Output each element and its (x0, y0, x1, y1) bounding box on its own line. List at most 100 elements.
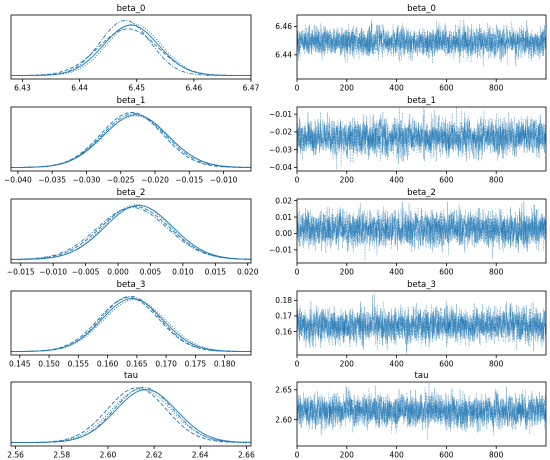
x-tick-label: −0.035 (38, 176, 66, 185)
x-tick-label: 0.020 (237, 268, 259, 277)
beta-0-trace-panel: beta_0 6.44 6.46 0 200 400 600 800 (275, 4, 547, 93)
x-tick-label: 0.180 (214, 360, 236, 369)
density-curve-dashed (11, 387, 251, 443)
x-tick-label: 200 (340, 84, 355, 93)
axes-frame (296, 381, 547, 447)
density-curve-dashdot (11, 387, 251, 443)
y-tick-label: −0.01 (269, 246, 292, 255)
y-tick-label: 0.00 (275, 229, 292, 238)
x-tick-label: −0.040 (4, 176, 32, 185)
x-tick-label: 2.56 (7, 451, 24, 460)
axes-frame (10, 198, 252, 264)
x-tick-label: 400 (389, 451, 404, 460)
axes-frame (10, 14, 252, 80)
x-tick-label: 6.46 (186, 84, 203, 93)
beta-1-posterior-panel: beta_1 −0.040 −0.035 −0.030 −0.025 −0.020 −0.0… (4, 96, 252, 185)
axes-frame (10, 290, 252, 356)
y-tick-label: −0.01 (269, 110, 292, 119)
y-tick-label: 0.18 (275, 296, 292, 305)
panel-title: beta_0 (407, 4, 436, 14)
x-tick-label: 600 (439, 451, 454, 460)
x-tick-label: 400 (389, 84, 404, 93)
density-curve-solid (11, 205, 251, 260)
chain-trace-3 (297, 19, 546, 66)
x-tick-label: −0.005 (72, 268, 100, 277)
x-tick-label: 400 (389, 176, 404, 185)
y-tick-label: 0.16 (275, 327, 292, 336)
x-tick-label: 0 (295, 451, 300, 460)
x-tick-label: 0 (295, 268, 300, 277)
density-curve-dashdot (11, 113, 251, 168)
tau-posterior-panel: tau 2.56 2.58 2.60 2.62 2.64 2.66 (7, 371, 255, 460)
axes-frame (296, 198, 547, 264)
density-curve-dotted (11, 299, 251, 352)
density-curve-dashdot (11, 296, 251, 352)
x-tick-label: 0.165 (126, 360, 148, 369)
panel-title: beta_2 (407, 188, 436, 198)
x-tick-label: 0.150 (38, 360, 60, 369)
x-tick-label: 200 (340, 451, 355, 460)
density-curve-dashed (11, 206, 251, 260)
panel-title: beta_0 (117, 4, 146, 14)
beta-2-posterior-panel: beta_2 −0.015 −0.010 −0.005 0.000 0.005 0.010 0… (7, 188, 259, 277)
y-tick-label: 2.65 (275, 385, 292, 394)
density-curve-dashed (11, 112, 251, 168)
x-tick-label: 6.43 (14, 84, 31, 93)
y-tick-label: 0.01 (275, 213, 292, 222)
panel-title: beta_2 (117, 188, 146, 198)
axes-frame (296, 290, 547, 356)
x-tick-label: 0.015 (205, 268, 227, 277)
x-tick-label: −0.030 (73, 176, 101, 185)
x-tick-label: 0 (295, 84, 300, 93)
chain-trace-2 (297, 107, 546, 170)
x-tick-label: −0.015 (175, 176, 203, 185)
density-curve-solid (11, 24, 251, 76)
beta-1-trace-panel: beta_1 −0.01 −0.02 −0.03 −0.040 200 400 600 800 (269, 96, 547, 185)
density-curve-solid (11, 298, 251, 352)
axes-frame (10, 381, 252, 447)
x-tick-label: 0.175 (185, 360, 207, 369)
x-tick-label: 600 (439, 84, 454, 93)
y-tick-label: 6.44 (275, 51, 292, 60)
density-curve-dotted (11, 23, 251, 76)
panel-title: tau (415, 371, 429, 381)
x-tick-label: 6.44 (71, 84, 88, 93)
y-tick-label: −0.04 (269, 163, 292, 172)
panel-title: tau (124, 371, 138, 381)
axes-frame (296, 14, 547, 80)
density-curve-dotted (11, 204, 251, 260)
axes-frame (10, 106, 252, 172)
beta-3-posterior-panel: beta_3 0.145 0.150 0.155 0.160 0.165 0.170 0.17… (9, 280, 252, 369)
x-tick-label: 800 (489, 176, 504, 185)
x-tick-label: 2.60 (100, 451, 117, 460)
x-tick-label: 0.170 (155, 360, 177, 369)
x-tick-label: 0 (295, 176, 300, 185)
x-tick-label: 600 (439, 268, 454, 277)
panel-title: beta_3 (117, 280, 146, 290)
y-tick-label: −0.02 (269, 128, 292, 137)
panel-title: beta_3 (407, 280, 436, 290)
density-curve-dashed (11, 28, 251, 76)
density-curve-solid (11, 114, 251, 168)
x-tick-label: 400 (389, 268, 404, 277)
x-tick-label: 2.66 (238, 451, 255, 460)
beta-2-trace-panel: beta_2 0.02 0.01 0.00 −0.01 0 200 400 600 800 (269, 188, 547, 277)
x-tick-label: 0.010 (172, 268, 194, 277)
x-tick-label: 200 (340, 268, 355, 277)
y-tick-label: 2.60 (275, 415, 292, 424)
x-tick-label: 0 (295, 360, 300, 369)
chain-trace-4 (297, 107, 546, 167)
x-tick-label: −0.015 (7, 268, 35, 277)
x-tick-label: −0.020 (141, 176, 169, 185)
x-tick-label: −0.010 (39, 268, 67, 277)
x-tick-label: 6.45 (128, 84, 145, 93)
beta-3-trace-panel: beta_3 0.18 0.17 0.16 0 200 400 600 800 (275, 280, 547, 369)
density-curve-dashed (11, 297, 251, 352)
x-tick-label: 200 (340, 360, 355, 369)
chain-trace-4 (297, 204, 546, 256)
x-tick-label: 2.62 (146, 451, 163, 460)
y-tick-label: 0.17 (275, 312, 292, 321)
chain-trace-4 (297, 387, 546, 440)
chain-trace-4 (297, 301, 546, 350)
